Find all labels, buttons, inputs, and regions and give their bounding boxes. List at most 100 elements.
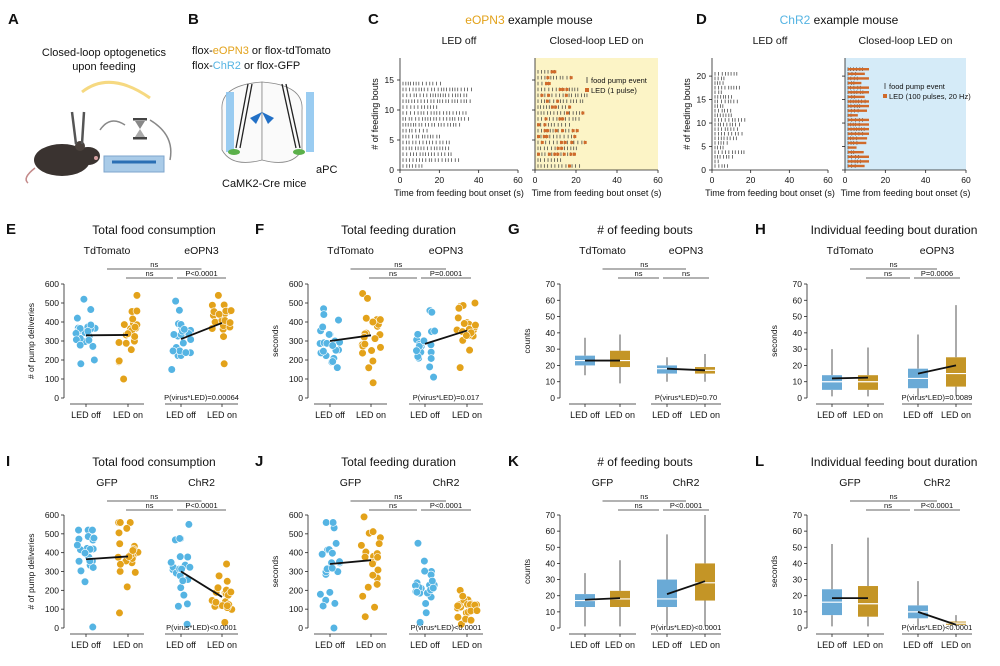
ytick-label-j: 100 xyxy=(289,604,303,614)
interaction-stat-h: P(virus*LED)=0.0089 xyxy=(902,393,973,402)
led-pulse-mark xyxy=(543,123,547,127)
ytick-label-e: 200 xyxy=(45,355,59,365)
panel-letter-c: C xyxy=(368,11,379,28)
ytick-label-l: 30 xyxy=(793,575,803,585)
raster-xtick-label-d: 0 xyxy=(843,175,848,185)
ytick-label-g: 0 xyxy=(550,393,555,403)
data-point xyxy=(183,599,192,608)
ytick-label-e: 400 xyxy=(45,317,59,327)
ytick-label-k: 0 xyxy=(550,623,555,633)
raster-title-strain-d: ChR2 xyxy=(780,13,811,27)
led-on-background-d xyxy=(845,58,966,170)
ytick-label-l: 20 xyxy=(793,591,803,601)
led-on-background-c xyxy=(535,58,658,170)
raster-xtick-label-d: 20 xyxy=(746,175,756,185)
led-train-mark xyxy=(848,118,869,122)
raster-xlabel-c: Time from feeding bout onset (s) xyxy=(532,188,662,198)
led-pulse-mark xyxy=(565,87,569,91)
sig-label-right-h: P=0.0006 xyxy=(921,269,953,278)
led-pulse-mark xyxy=(560,146,564,150)
data-point xyxy=(79,295,88,304)
data-point xyxy=(334,315,343,325)
ylabel-i: # of pump deliveries xyxy=(26,533,36,609)
apc-right-icon xyxy=(293,149,305,155)
data-point xyxy=(120,320,129,329)
ytick-label-i: 0 xyxy=(54,623,59,633)
loop-arrow-icon xyxy=(99,120,126,131)
xtick-label-j: LED on xyxy=(452,640,482,650)
ytick-label-f: 200 xyxy=(289,355,303,365)
led-train-mark xyxy=(848,164,865,168)
ytick-label-k: 30 xyxy=(546,575,556,585)
sig-label-top-k: ns xyxy=(640,492,648,501)
data-point xyxy=(179,591,188,600)
fiber-left-icon xyxy=(235,83,249,149)
sig-label-right-i: P<0.0001 xyxy=(185,501,217,510)
led-pulse-mark xyxy=(583,140,587,144)
data-point xyxy=(453,601,462,610)
panel-a: A Closed-loop optogenetics upon feeding xyxy=(8,11,172,184)
led-pulse-mark xyxy=(546,76,550,80)
ytick-label-g: 60 xyxy=(546,295,556,305)
xtick-label-g: LED off xyxy=(652,410,682,420)
panel-title-e: Total food consumption xyxy=(92,223,215,237)
led-pulse-mark xyxy=(556,146,560,150)
data-point xyxy=(368,559,377,568)
data-point xyxy=(363,294,372,303)
panel-h: H Individual feeding bout duration TdTomat… xyxy=(755,221,977,420)
raster-title-c: eOPN3 example mouse xyxy=(465,13,593,27)
xtick-label-h: LED on xyxy=(941,410,971,420)
led-train-mark xyxy=(848,114,858,117)
ytick-label-i: 400 xyxy=(45,548,59,558)
data-point xyxy=(415,618,425,627)
ytick-label-h: 30 xyxy=(793,344,803,354)
panel-letter-j: J xyxy=(255,453,263,470)
led-train-mark xyxy=(848,150,864,154)
data-point xyxy=(131,323,140,332)
ytick-label-l: 10 xyxy=(793,607,803,617)
data-point xyxy=(90,355,99,365)
data-point xyxy=(88,342,97,351)
ytick-label-h: 60 xyxy=(793,295,803,305)
mean-line-opsin-f xyxy=(424,329,468,345)
panel-title-j: Total feeding duration xyxy=(341,455,456,469)
data-point xyxy=(454,313,463,322)
led-pulse-mark xyxy=(544,117,548,121)
ytick-label-k: 50 xyxy=(546,542,556,552)
panel-e: E Total food consumption TdTomato eOPN3 nsns… xyxy=(6,221,239,420)
interaction-stat-j: P(virus*LED)<0.0001 xyxy=(411,623,482,632)
panel-d: D ChR2 example mouse LED off Closed-loop LE… xyxy=(682,11,971,198)
data-point xyxy=(128,546,137,555)
virus-segment-1-1: flox- xyxy=(192,45,213,57)
data-point xyxy=(175,534,184,543)
data-point xyxy=(470,298,480,308)
data-point xyxy=(369,378,378,387)
data-point xyxy=(76,341,85,350)
led-pulse-mark xyxy=(556,152,560,156)
raster-right-label-c: Closed-loop LED on xyxy=(550,35,644,47)
light-arc-icon xyxy=(81,80,151,100)
data-point xyxy=(316,590,325,599)
data-point xyxy=(471,321,480,330)
raster-xtick-label-c: 60 xyxy=(653,175,663,185)
panel-letter-d: D xyxy=(696,11,707,28)
data-point xyxy=(466,616,476,625)
led-pulse-mark xyxy=(570,140,574,144)
raster-ytick-label-c: 5 xyxy=(389,135,394,145)
data-point xyxy=(80,548,90,558)
group2-label-j: ChR2 xyxy=(433,477,460,489)
led-pulse-mark xyxy=(537,152,540,156)
ytick-label-h: 10 xyxy=(793,377,803,387)
data-point xyxy=(373,553,382,562)
group1-label-f: TdTomato xyxy=(327,245,374,257)
led-train-mark xyxy=(848,95,865,99)
panel-letter-g: G xyxy=(508,221,520,238)
data-point xyxy=(88,525,97,535)
panel-letter-k: K xyxy=(508,453,519,470)
data-point xyxy=(88,622,97,632)
data-point xyxy=(122,524,131,533)
data-point xyxy=(412,588,422,597)
data-point xyxy=(368,317,377,327)
